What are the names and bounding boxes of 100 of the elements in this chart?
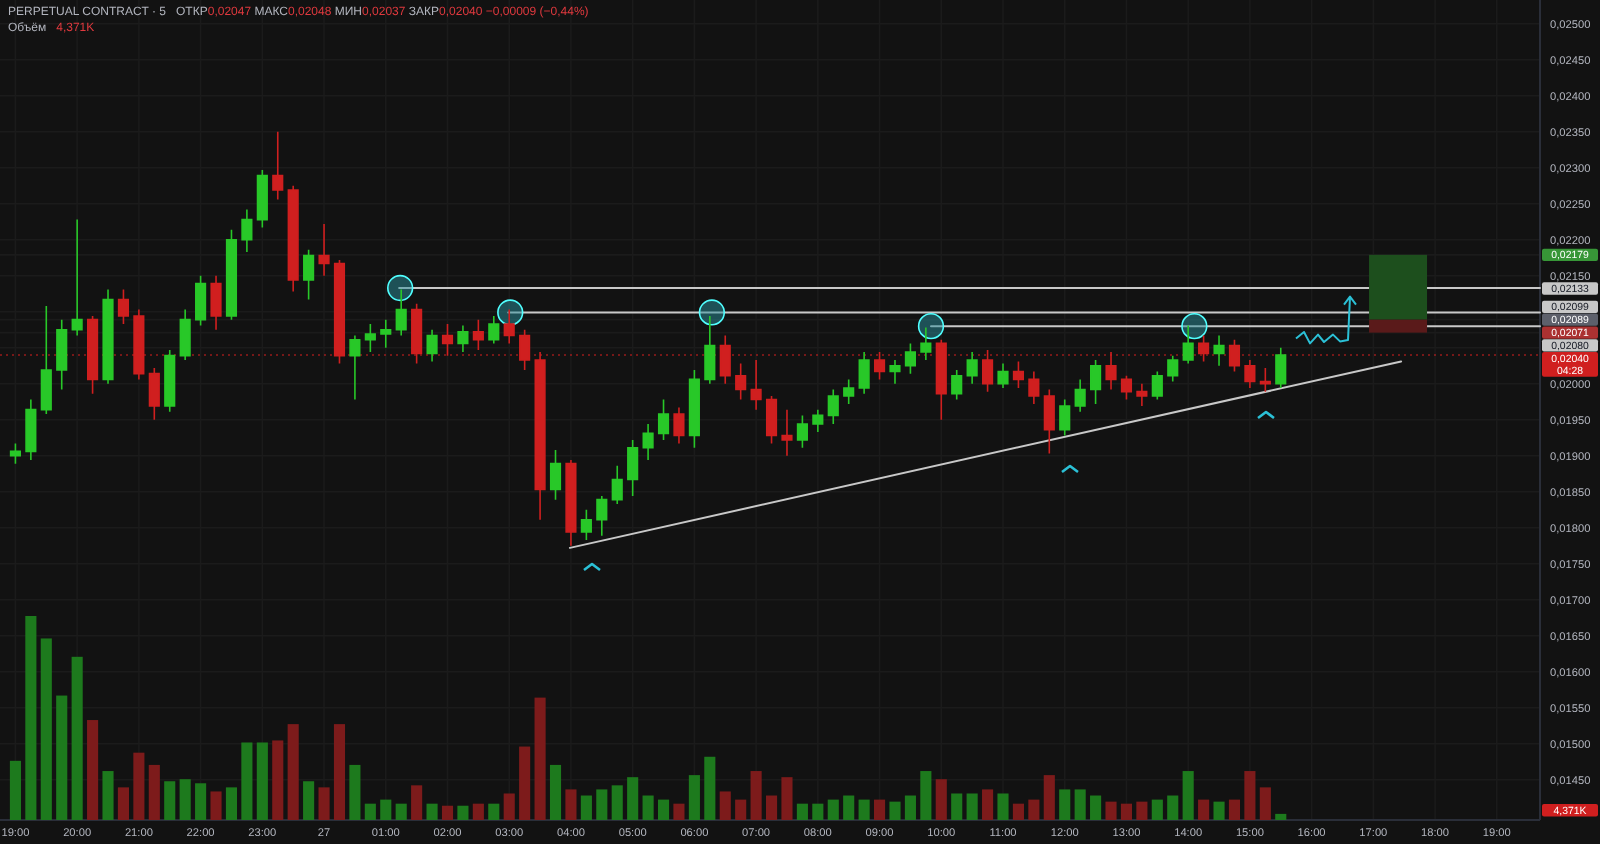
candlestick bbox=[735, 362, 747, 401]
candlestick bbox=[966, 351, 978, 385]
candlestick bbox=[627, 439, 639, 497]
bar bbox=[673, 803, 685, 820]
candlestick bbox=[657, 398, 670, 441]
candlestick bbox=[1074, 378, 1086, 413]
bar bbox=[56, 695, 68, 820]
bar bbox=[102, 771, 114, 820]
bar bbox=[1105, 801, 1117, 820]
candlestick bbox=[287, 184, 299, 293]
bar bbox=[1198, 799, 1210, 820]
candlestick bbox=[303, 249, 315, 301]
bar bbox=[303, 781, 315, 820]
bar bbox=[843, 795, 855, 820]
candlestick bbox=[565, 459, 577, 547]
bar bbox=[1228, 799, 1241, 820]
candlestick bbox=[1136, 382, 1148, 407]
candlestick bbox=[457, 324, 469, 353]
bar bbox=[858, 799, 870, 820]
bar bbox=[596, 789, 608, 820]
bar bbox=[87, 720, 99, 820]
bar bbox=[627, 777, 639, 820]
candlestick bbox=[951, 369, 963, 401]
bar bbox=[395, 803, 407, 820]
candlestick bbox=[210, 274, 222, 331]
bar bbox=[1151, 799, 1163, 820]
bar bbox=[966, 793, 978, 820]
bar bbox=[735, 799, 747, 820]
bar bbox=[164, 781, 176, 820]
bar bbox=[318, 787, 330, 820]
candlestick bbox=[1090, 359, 1102, 405]
bar bbox=[349, 764, 361, 820]
candlestick bbox=[25, 398, 37, 461]
bar bbox=[148, 764, 160, 820]
bar bbox=[195, 783, 207, 820]
bar bbox=[380, 799, 392, 820]
bar bbox=[997, 793, 1009, 820]
bar bbox=[982, 789, 994, 820]
candlestick bbox=[1028, 370, 1040, 405]
bar bbox=[133, 752, 145, 820]
bar bbox=[256, 742, 268, 820]
candlestick bbox=[195, 274, 207, 327]
candlestick bbox=[827, 388, 839, 425]
bar bbox=[935, 779, 947, 820]
bar bbox=[812, 803, 824, 820]
bar bbox=[781, 777, 793, 820]
candlestick bbox=[426, 328, 438, 363]
bar bbox=[874, 799, 886, 820]
candlestick bbox=[1259, 367, 1271, 393]
bar bbox=[210, 791, 222, 820]
candlestick bbox=[1244, 359, 1256, 389]
candlestick bbox=[503, 308, 515, 345]
candlestick bbox=[1213, 334, 1225, 367]
candlestick bbox=[256, 169, 268, 229]
candlestick bbox=[148, 367, 160, 421]
candlestick bbox=[750, 359, 762, 411]
candlestick bbox=[164, 349, 176, 413]
candlestick bbox=[9, 442, 22, 465]
candlestick bbox=[642, 423, 654, 461]
bar bbox=[441, 805, 454, 820]
bar bbox=[457, 805, 469, 820]
bar bbox=[71, 656, 83, 820]
bar bbox=[534, 697, 546, 820]
bar bbox=[411, 785, 423, 820]
bar bbox=[117, 787, 129, 820]
candlestick bbox=[272, 130, 284, 201]
candlestick bbox=[889, 359, 901, 385]
candlestick bbox=[765, 395, 778, 445]
bar bbox=[9, 760, 21, 820]
candlestick bbox=[1012, 360, 1025, 389]
bar bbox=[719, 791, 731, 820]
candlestick bbox=[71, 218, 83, 337]
bar bbox=[1028, 799, 1040, 820]
candlestick bbox=[472, 318, 484, 351]
candlestick bbox=[117, 288, 130, 325]
bar bbox=[519, 746, 531, 820]
candlestick bbox=[1275, 346, 1287, 389]
bar bbox=[1012, 803, 1024, 820]
bar bbox=[704, 756, 716, 820]
candlestick bbox=[796, 414, 808, 449]
candlestick bbox=[349, 334, 361, 401]
bar bbox=[1090, 795, 1102, 820]
bar bbox=[1182, 771, 1194, 820]
bar bbox=[549, 764, 562, 820]
candlestick bbox=[364, 323, 376, 353]
candlestick bbox=[1167, 354, 1179, 383]
candlestick bbox=[920, 326, 932, 361]
bar bbox=[796, 803, 808, 820]
candlestick bbox=[102, 288, 114, 385]
candlestick bbox=[56, 318, 68, 391]
candlestick bbox=[596, 495, 608, 537]
candlestick bbox=[549, 449, 562, 501]
bar bbox=[272, 740, 284, 820]
candlestick bbox=[611, 464, 623, 505]
bar bbox=[40, 638, 52, 820]
candlestick bbox=[488, 315, 500, 345]
candlestick bbox=[858, 351, 870, 395]
candlestick bbox=[1120, 375, 1133, 401]
bar bbox=[1043, 775, 1055, 820]
candlestick bbox=[904, 342, 916, 375]
